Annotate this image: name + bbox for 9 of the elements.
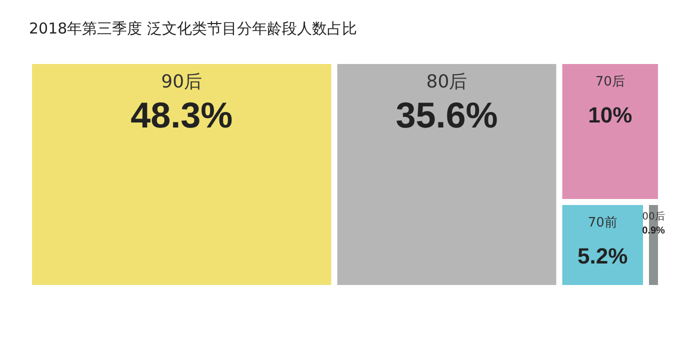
- data-label: 48.3%: [130, 94, 233, 136]
- category-label: 70后: [595, 74, 625, 90]
- data-label: 5.2%: [578, 243, 628, 268]
- category-label: 90后: [161, 72, 202, 92]
- data-label: 35.6%: [396, 94, 498, 136]
- text: 2018年第三季度 泛文化类节目分年龄段人数占比: [29, 20, 357, 38]
- category-label: 80后: [426, 72, 468, 92]
- category-label: 70前: [588, 215, 618, 230]
- data-label: 10%: [588, 102, 632, 128]
